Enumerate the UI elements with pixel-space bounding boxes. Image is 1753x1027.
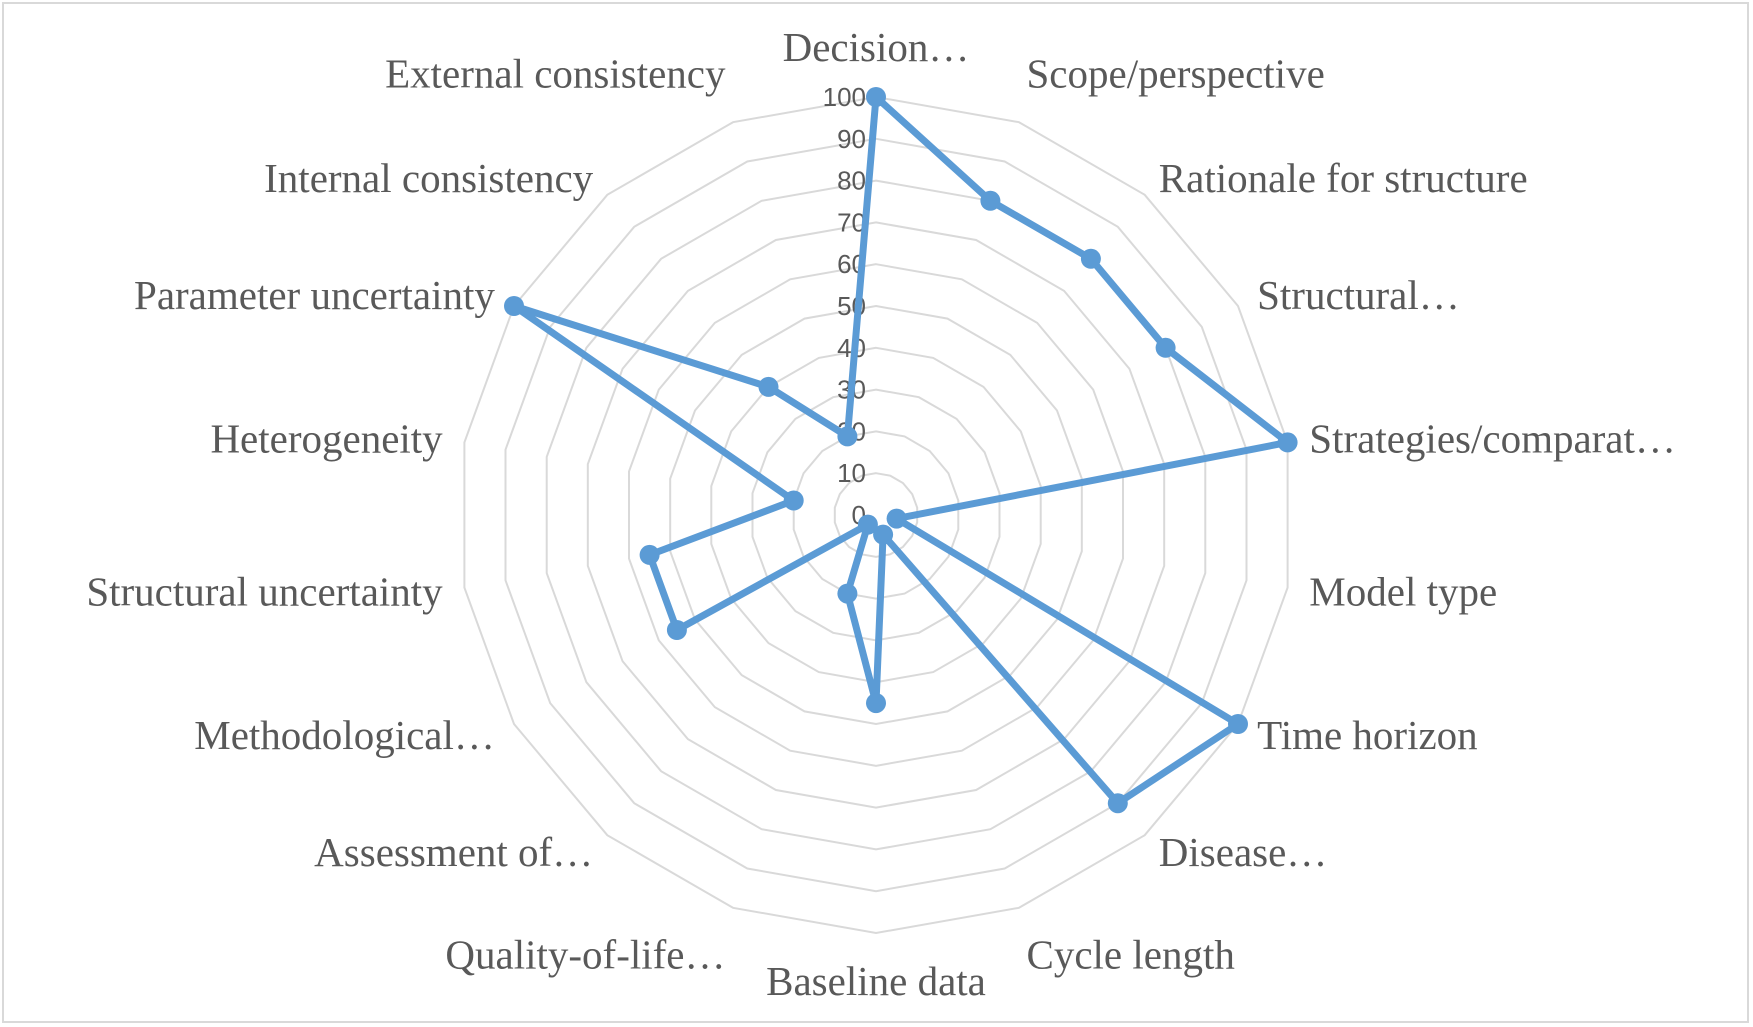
data-point xyxy=(980,190,1001,211)
category-label: Assessment of… xyxy=(314,829,593,875)
data-point xyxy=(837,583,858,604)
series-layer xyxy=(504,87,1298,814)
grid-ring xyxy=(833,472,919,558)
category-label: Time horizon xyxy=(1257,712,1478,758)
category-label: Heterogeneity xyxy=(210,416,443,462)
data-point xyxy=(1228,714,1248,734)
category-label: Scope/perspective xyxy=(1027,51,1325,97)
category-label: Rationale for structure xyxy=(1159,155,1528,201)
tick-label: 100 xyxy=(823,82,866,112)
category-label: Baseline data xyxy=(766,958,986,1004)
data-point xyxy=(873,524,894,545)
series-line xyxy=(510,93,1292,807)
data-point xyxy=(837,426,858,447)
category-label: Methodological… xyxy=(194,712,495,758)
grid-ring xyxy=(628,263,1124,767)
data-point xyxy=(857,514,878,535)
data-point xyxy=(783,490,804,511)
category-label: Decision… xyxy=(783,24,970,70)
data-point xyxy=(758,376,779,397)
data-point xyxy=(1107,793,1128,814)
data-point xyxy=(1277,432,1298,453)
category-label: Quality-of-life… xyxy=(445,932,725,978)
category-label: External consistency xyxy=(385,51,726,97)
data-point xyxy=(866,693,886,714)
category-label: Internal consistency xyxy=(264,155,594,201)
category-label: Parameter uncertainty xyxy=(134,272,495,318)
grid-ring xyxy=(751,388,1001,642)
data-point xyxy=(666,620,687,640)
radar-grid xyxy=(463,95,1289,935)
data-point xyxy=(504,296,524,316)
tick-label: 10 xyxy=(837,458,866,488)
category-label: Disease… xyxy=(1159,829,1328,875)
category-label: Strategies/comparat… xyxy=(1309,416,1676,462)
category-labels: Decision… Scope/perspective Rationale for … xyxy=(86,24,1676,1004)
data-point xyxy=(866,87,886,107)
category-label: Cycle length xyxy=(1027,932,1235,978)
grid-ring xyxy=(792,430,960,600)
grid-ring xyxy=(504,137,1248,893)
data-point xyxy=(1155,337,1176,358)
tick-label: 90 xyxy=(837,124,866,154)
tick-label: 80 xyxy=(837,166,866,196)
data-point xyxy=(1080,248,1101,269)
category-label: Structural… xyxy=(1257,272,1460,318)
data-point xyxy=(639,544,660,565)
category-label: Model type xyxy=(1309,568,1497,614)
grid-ring xyxy=(586,221,1166,809)
category-label: Structural uncertainty xyxy=(86,568,443,614)
grid-ring xyxy=(669,304,1083,726)
data-point xyxy=(886,508,907,529)
